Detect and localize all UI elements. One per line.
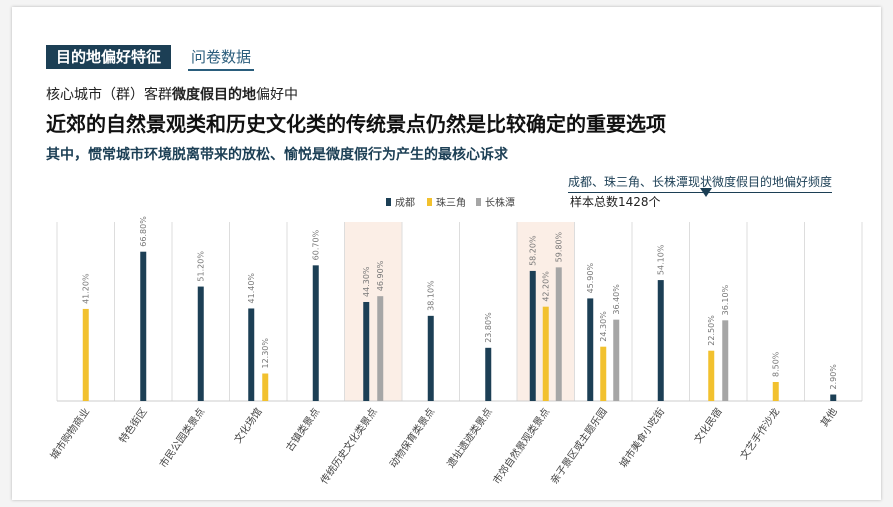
bar	[377, 296, 384, 401]
bar-value-label: 23.80%	[484, 312, 493, 343]
bar	[708, 350, 715, 401]
legend-swatch	[386, 198, 391, 206]
bar-value-label: 51.20%	[197, 251, 206, 282]
category-label: 古镇类景点	[283, 405, 322, 453]
bar-value-label: 45.90%	[586, 263, 595, 294]
bar	[657, 280, 664, 401]
bar	[427, 315, 434, 401]
category-label: 特色街区	[116, 405, 150, 445]
bar-value-label: 59.80%	[555, 231, 564, 262]
bar-value-label: 46.90%	[376, 260, 385, 291]
bar-value-label: 60.70%	[312, 229, 321, 260]
category-label: 城市购物商业	[47, 405, 92, 462]
category-label: 文化场馆	[231, 405, 265, 445]
bar	[587, 298, 594, 401]
bar-value-label: 38.10%	[427, 280, 436, 311]
sample-note: 样本总数1428个	[570, 195, 661, 209]
bar	[262, 373, 269, 401]
category-label: 文艺手作沙龙	[737, 405, 782, 462]
category-label: 其他	[818, 405, 840, 429]
legend-swatch	[427, 198, 432, 206]
context-bold: 微度假目的地	[172, 87, 256, 103]
slide	[12, 7, 881, 500]
bar	[542, 306, 549, 401]
bar	[555, 267, 562, 401]
category-label: 动物保育类景点	[386, 405, 437, 470]
bar	[529, 270, 536, 401]
bar	[363, 301, 370, 401]
category-label: 遗址遗迹类景点	[444, 405, 495, 470]
highlight-band	[344, 222, 402, 401]
bar-value-label: 12.30%	[261, 338, 270, 369]
bar-value-label: 41.40%	[247, 273, 256, 304]
legend-label: 长株潭	[485, 196, 515, 209]
category-label: 市郊自然景观类景点	[490, 405, 552, 486]
bar	[772, 382, 779, 401]
bar	[830, 394, 837, 401]
legend-label: 珠三角	[436, 196, 466, 209]
bar-value-label: 36.40%	[612, 284, 621, 315]
bar-value-label: 22.50%	[707, 315, 716, 346]
category-label: 传统历史文化类景点	[317, 405, 379, 486]
headline: 近郊的自然景观类和历史文化类的传统景点仍然是比较确定的重要选项	[46, 112, 666, 136]
legend-label: 成都	[395, 197, 415, 209]
section-tag: 目的地偏好特征	[46, 45, 172, 69]
legend-swatch	[476, 198, 481, 206]
bar	[197, 286, 204, 401]
bar	[600, 346, 607, 401]
bar	[722, 320, 729, 401]
bar-value-label: 2.90%	[829, 364, 838, 390]
bar-value-label: 54.10%	[657, 244, 666, 275]
pointer-triangle-icon	[700, 188, 712, 197]
bar	[485, 347, 492, 401]
source-tag: 问卷数据	[188, 45, 255, 71]
bar	[613, 319, 620, 401]
category-label: 城市美食小吃街	[616, 405, 667, 470]
context-suffix: 偏好中	[256, 87, 298, 103]
bar-value-label: 58.20%	[529, 235, 538, 266]
bar-value-label: 44.30%	[362, 266, 371, 297]
category-label: 文化民宿	[691, 405, 725, 445]
category-label: 亲子景区或主题乐园	[547, 405, 609, 486]
context-prefix: 核心城市（群）客群	[46, 87, 172, 103]
bar-value-label: 66.80%	[139, 216, 148, 247]
bar-value-label: 41.20%	[82, 273, 91, 304]
bar	[248, 308, 255, 401]
bar-value-label: 36.10%	[721, 284, 730, 315]
bar	[82, 308, 89, 401]
key-finding: 其中，惯常城市环境脱离带来的放松、愉悦是微度假行为产生的最核心诉求	[46, 147, 508, 163]
bar	[312, 265, 319, 401]
bar	[140, 251, 147, 401]
bar-value-label: 24.30%	[599, 311, 608, 342]
bar-value-label: 42.20%	[542, 271, 551, 302]
category-label: 市民公园类景点	[156, 405, 207, 470]
bar-value-label: 8.50%	[772, 351, 781, 377]
context-line: 核心城市（群）客群微度假目的地偏好中	[46, 84, 298, 104]
